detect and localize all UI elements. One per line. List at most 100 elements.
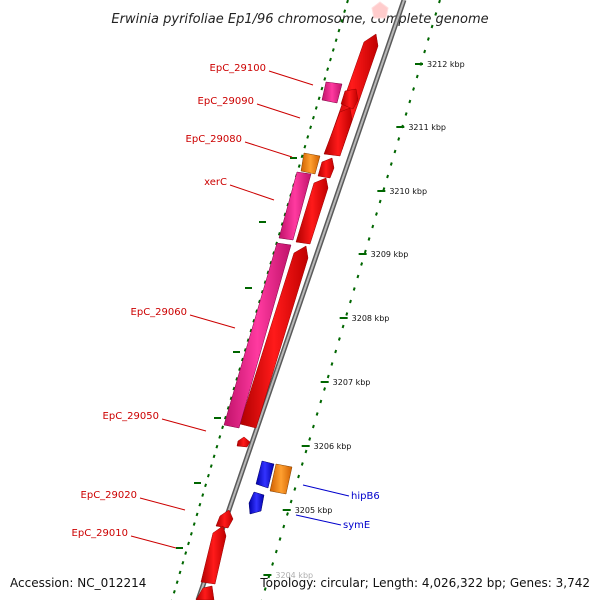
inner-dot: [283, 212, 287, 217]
gene-label-hipb6: hipB6: [351, 491, 380, 502]
inner-dot: [201, 493, 205, 497]
inner-dot: [297, 164, 301, 168]
cds-feature: [215, 509, 234, 529]
inner-dot: [311, 115, 315, 120]
inner-dot: [249, 328, 253, 333]
scale-dot: [289, 499, 293, 504]
scale-dot: [345, 312, 349, 316]
inner-dot: [323, 77, 327, 81]
scale-dot: [363, 249, 367, 254]
gene-label-epc-29050: EpC_29050: [103, 411, 159, 422]
inner-dot: [252, 319, 256, 323]
scale-tick-label: 3207 kbp: [333, 378, 371, 387]
faded-top-feature: [371, 1, 389, 19]
inner-dot: [178, 570, 182, 575]
inner-dot: [334, 38, 338, 43]
inner-dot: [238, 367, 242, 372]
scale-dot: [330, 362, 334, 366]
inner-dot: [192, 522, 196, 526]
inner-dot: [320, 86, 324, 91]
gene-feature-blue: [255, 460, 275, 489]
scale-tick-label: 3205 kbp: [295, 506, 333, 515]
gene-feature-orange: [300, 152, 321, 175]
inner-dot: [241, 357, 244, 362]
inner-scale-track: [170, 0, 349, 600]
scale-dot: [386, 174, 390, 179]
cds-feature: [195, 585, 215, 600]
inner-dot: [226, 406, 230, 410]
inner-dot: [306, 135, 310, 139]
inner-dot: [198, 502, 202, 507]
scale-dot: [278, 537, 282, 541]
cds-feature: [200, 525, 227, 585]
scale-dot: [319, 399, 323, 404]
inner-dot: [255, 309, 259, 313]
scale-dot: [297, 474, 301, 479]
inner-dot: [184, 551, 188, 555]
scale-dot: [426, 37, 430, 41]
inner-dot: [189, 531, 193, 536]
scale-dot: [311, 424, 315, 429]
inner-dot: [343, 9, 347, 13]
inner-dot: [272, 251, 276, 255]
label-leader-epc-29020: [139, 497, 186, 511]
gene-track: [223, 81, 343, 515]
inner-dot: [314, 106, 318, 110]
scale-dot: [367, 237, 371, 241]
cds-feature: [323, 107, 353, 157]
gene-label-epc-29010: EpC_29010: [72, 528, 128, 539]
gene-label-epc-29020: EpC_29020: [81, 490, 137, 501]
scale-dot: [293, 487, 297, 491]
label-leader-epc-29080: [244, 141, 293, 158]
inner-dot: [260, 290, 264, 294]
inner-dot: [258, 299, 261, 304]
scale-tick-label: 3204 kbp: [275, 571, 313, 580]
inner-dot: [215, 444, 219, 449]
scale-dot: [438, 0, 441, 4]
chromosome-backbone: [195, 0, 407, 600]
scale-dot: [434, 12, 438, 16]
inner-dot: [300, 154, 304, 159]
gene-label-syme: symE: [343, 520, 370, 531]
inner-dot: [277, 231, 281, 236]
inner-dot: [232, 386, 236, 391]
gene-label-xerc: xerC: [204, 177, 227, 188]
gene-feature-blue: [248, 491, 265, 515]
scale-dot: [397, 137, 401, 141]
scale-dot: [341, 324, 345, 329]
inner-dot: [235, 377, 239, 381]
inner-dot: [303, 144, 307, 149]
inner-dot: [329, 57, 332, 62]
inner-dot: [309, 125, 313, 130]
scale-dot: [349, 299, 352, 304]
gene-label-epc-29080: EpC_29080: [186, 134, 242, 145]
scale-dot: [304, 449, 308, 454]
scale-dot: [308, 437, 312, 441]
scale-tick-label: 3208 kbp: [352, 314, 390, 323]
scale-tick-label: 3209 kbp: [371, 250, 409, 259]
inner-dot: [187, 541, 190, 546]
gene-label-epc-29090: EpC_29090: [198, 96, 254, 107]
label-leader-epc-29090: [256, 103, 301, 119]
inner-dot: [218, 435, 222, 439]
genome-info-text: Topology: circular; Length: 4,026,322 bp…: [259, 576, 590, 590]
inner-dot: [269, 260, 273, 265]
scale-dot: [337, 337, 341, 341]
scale-dot: [334, 349, 338, 354]
cds-feature: [295, 177, 329, 245]
scale-dot: [286, 512, 289, 516]
scale-dot: [300, 462, 304, 466]
label-leader-epc-29010: [130, 535, 177, 549]
accession-text: Accession: NC_012214: [10, 576, 146, 590]
scale-dot: [378, 199, 382, 204]
scale-dot: [408, 99, 412, 104]
scale-dot: [274, 549, 278, 554]
scale-dot: [352, 287, 356, 291]
inner-dot: [243, 348, 247, 352]
label-leader-epc-29060: [189, 314, 236, 329]
gene-feature-pink: [223, 242, 292, 429]
scale-dot: [389, 162, 393, 166]
inner-dot: [340, 19, 344, 23]
label-leader-epc-29100: [268, 70, 314, 86]
